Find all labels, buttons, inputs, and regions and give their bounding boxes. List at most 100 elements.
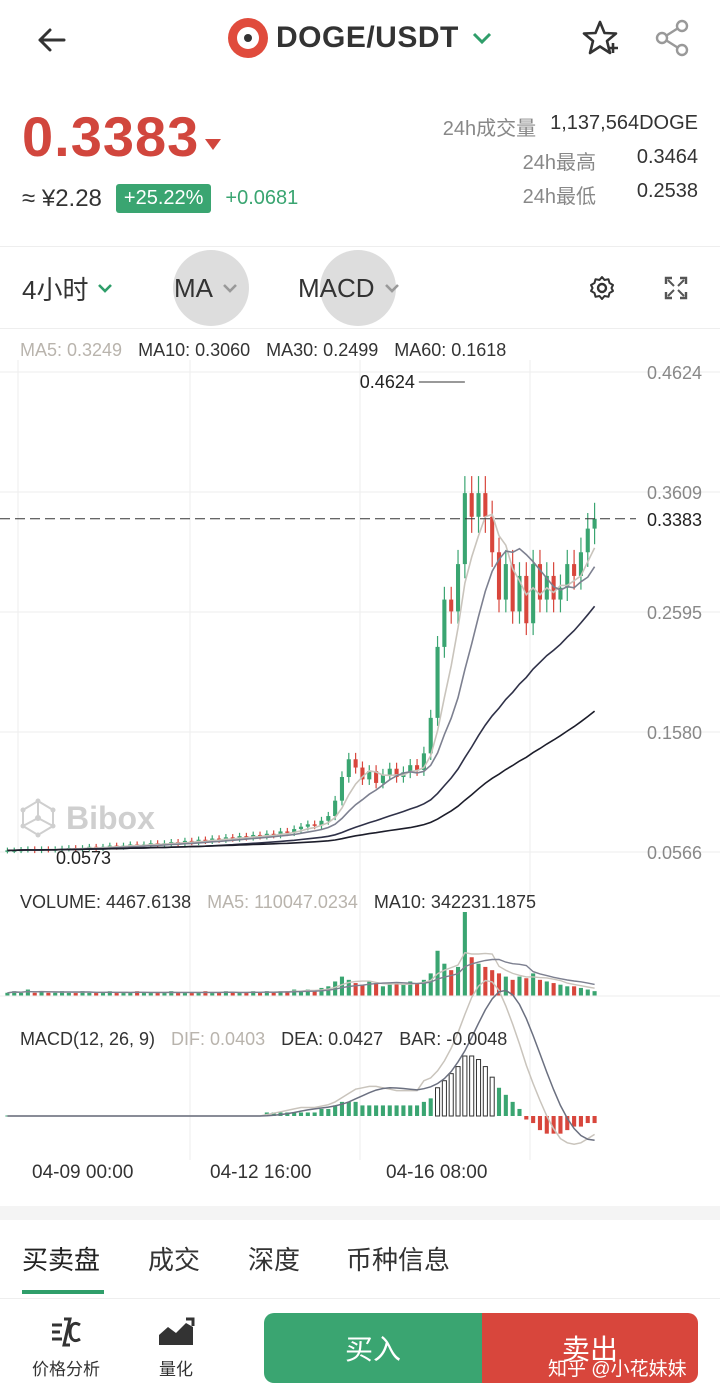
candle-body: [469, 493, 474, 517]
candle-body: [531, 564, 536, 624]
interval-selector[interactable]: 4小时: [22, 270, 114, 306]
share-icon[interactable]: [652, 16, 692, 60]
fullscreen-icon[interactable]: [662, 270, 690, 306]
volume-bar: [415, 983, 420, 996]
candle-body: [319, 820, 324, 826]
candle-body: [483, 493, 488, 517]
candle-body: [558, 587, 563, 600]
tab-trades[interactable]: 成交: [148, 1245, 201, 1275]
ma-legend: MA5: 0.3249 MA10: 0.3060 MA30: 0.2499 MA…: [20, 340, 506, 361]
dea-line: [7, 989, 595, 1141]
macd-bar: [387, 1105, 392, 1116]
macd-bar: [496, 1087, 502, 1116]
volume-bar: [428, 973, 433, 996]
macd-bar: [298, 1112, 304, 1116]
candle-body: [367, 771, 372, 780]
sub-indicator-selector[interactable]: MACD: [298, 250, 401, 326]
quant-button[interactable]: 量化: [136, 1315, 216, 1380]
volume-bar: [551, 983, 556, 996]
macd-bar: [292, 1112, 297, 1116]
main-indicator-selector[interactable]: MA: [173, 250, 249, 326]
price-analysis-icon: [52, 1317, 81, 1347]
tab-orderbook[interactable]: 买卖盘: [22, 1245, 101, 1275]
macd-bar: [415, 1105, 420, 1116]
volume-bar: [531, 973, 536, 996]
volume-bar: [326, 986, 331, 996]
volume-bar: [483, 966, 488, 996]
volume-bar: [196, 992, 201, 996]
volume-bar: [339, 976, 345, 996]
macd-bar: [578, 1116, 583, 1127]
candle-body: [257, 834, 263, 837]
volume-bar: [251, 991, 256, 996]
favorite-star-icon[interactable]: [578, 16, 622, 60]
macd-bar: [462, 1055, 468, 1117]
candle-body: [271, 833, 276, 836]
volume-bar: [217, 992, 222, 996]
candle-body: [230, 837, 235, 839]
volume-bar: [305, 989, 310, 996]
volume-bar: [94, 992, 99, 996]
macd-bar: [572, 1116, 577, 1127]
back-arrow-icon[interactable]: [30, 18, 74, 62]
buy-button[interactable]: 买入: [264, 1313, 482, 1383]
candle-body: [394, 768, 399, 778]
market-tabs: 买卖盘 成交 深度 币种信息: [0, 1220, 720, 1296]
tab-coin-info[interactable]: 币种信息: [346, 1245, 451, 1275]
y-tick-label: 0.2595: [647, 603, 702, 623]
volume-bar: [237, 992, 242, 996]
kline-chart[interactable]: 0.4624 0.3609 0.2595 0.1580 0.0566 0.3383 0.46…: [0, 360, 720, 1160]
macd-bar: [339, 1101, 345, 1116]
volume-ma10-line: [7, 958, 595, 994]
candle-body: [435, 646, 440, 718]
ma5-value: MA5: 0.3249: [20, 340, 123, 360]
tab-depth[interactable]: 深度: [248, 1245, 301, 1275]
bar-value: BAR: -0.0048: [399, 1029, 508, 1049]
price-analysis-button[interactable]: 价格分析: [26, 1315, 106, 1380]
candle-body: [326, 816, 331, 821]
volume-bar: [46, 992, 51, 996]
macd-bar: [326, 1108, 331, 1116]
settings-gear-icon[interactable]: [588, 270, 616, 306]
divider: [0, 328, 720, 329]
price-block: 0.3383: [22, 104, 222, 169]
candle-body: [462, 493, 467, 565]
macd-bar: [408, 1105, 413, 1116]
candle-body: [496, 552, 502, 600]
max-price-label: 0.4624: [360, 372, 415, 392]
volume-bar: [128, 992, 133, 996]
volume-bar: [53, 992, 58, 996]
volume-bar: [449, 970, 454, 996]
volume-bar: [421, 979, 426, 996]
sell-button[interactable]: 卖出: [482, 1313, 698, 1383]
pair-selector[interactable]: DOGE/USDT: [228, 16, 493, 60]
volume-bar: [271, 992, 276, 996]
macd-bar: [517, 1108, 522, 1116]
volume-bar: [442, 963, 447, 996]
volume-bar: [496, 973, 502, 996]
chevron-down-icon: [98, 284, 113, 293]
price-subrow: ≈ ¥2.28 +25.22% +0.0681: [22, 184, 298, 213]
volume-bar: [210, 992, 215, 996]
volume-bar: [32, 992, 37, 996]
active-tab-indicator: [22, 1290, 104, 1294]
volume-bar: [394, 983, 399, 996]
volume-bar: [292, 989, 297, 996]
macd-bar: [428, 1098, 433, 1116]
macd-bar: [558, 1116, 563, 1134]
candle-body: [551, 575, 556, 600]
volume-bar: [100, 992, 106, 996]
volume-bar: [401, 984, 406, 996]
stat-value: 0.2538: [636, 180, 698, 202]
volume-bar: [135, 991, 140, 996]
volume-value: VOLUME: 4467.6138: [20, 892, 192, 912]
macd-bar: [421, 1101, 426, 1116]
candle-body: [592, 518, 597, 529]
dea-value: DEA: 0.0427: [281, 1029, 384, 1049]
candle-body: [305, 824, 310, 827]
macd-bar: [360, 1105, 365, 1116]
macd-bar: [312, 1112, 317, 1116]
volume-bar: [12, 991, 17, 996]
macd-legend: MACD(12, 26, 9) DIF: 0.0403 DEA: 0.0427 …: [20, 1029, 507, 1050]
volume-bar: [5, 992, 10, 996]
